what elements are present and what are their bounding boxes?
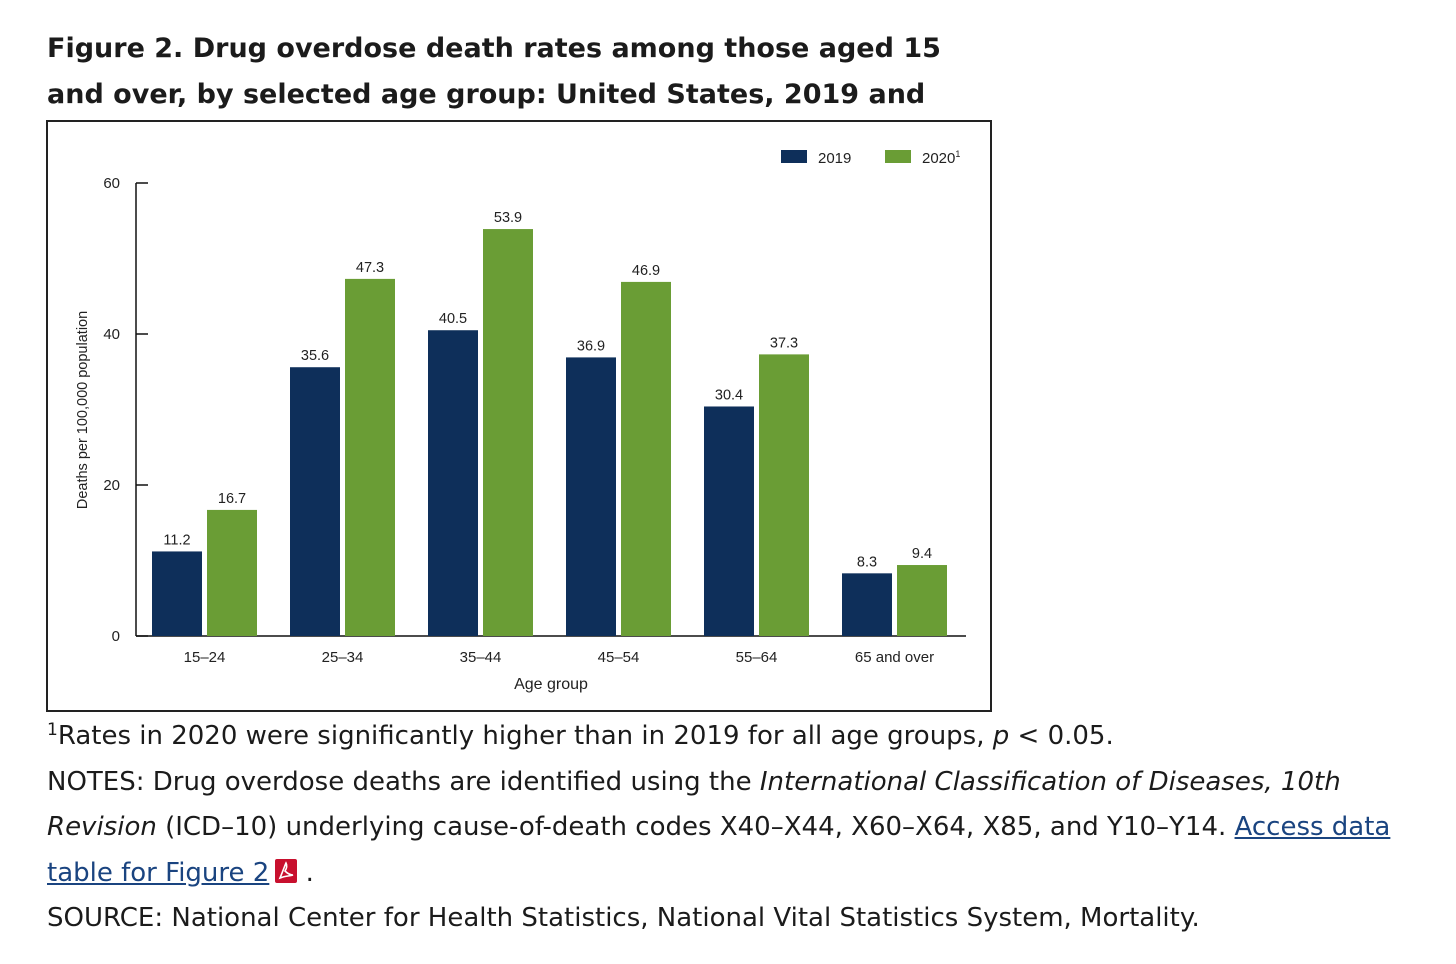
bar-2019-2 <box>428 330 478 636</box>
bar-2020-1 <box>345 278 395 636</box>
y-tick-label: 60 <box>103 175 120 192</box>
data-label: 16.7 <box>218 491 246 507</box>
source-line: SOURCE: National Center for Health Stati… <box>47 903 1200 933</box>
notes-classification: International Classification of Diseases… <box>47 766 1341 843</box>
data-label: 37.3 <box>770 335 798 351</box>
notes-paragraph: NOTES: Drug overdose deaths are identifi… <box>47 760 1417 897</box>
footnote-marker: 1 <box>47 720 58 740</box>
legend-swatch-2019 <box>781 150 807 163</box>
y-tick-label: 20 <box>103 477 120 494</box>
x-tick-label: 15–24 <box>184 649 226 666</box>
x-axis-title: Age group <box>514 676 588 693</box>
pdf-icon[interactable] <box>275 858 298 883</box>
y-axis-title: Deaths per 100,000 population <box>75 311 91 509</box>
x-tick-label: 65 and over <box>855 649 934 666</box>
bar-2019-0 <box>152 551 202 636</box>
bar-2020-4 <box>759 354 809 636</box>
y-tick-label: 40 <box>103 326 120 343</box>
bar-2020-5 <box>897 565 947 636</box>
bar-2019-5 <box>842 573 892 636</box>
footnote-text-end: < 0.05. <box>1009 721 1114 751</box>
y-tick-label: 0 <box>112 628 120 645</box>
bar-chart: 0 20 40 60 11.2 16.7 15–24 35.6 47.3 25–34 40.5 53.… <box>75 149 966 693</box>
bar-2019-1 <box>290 367 340 636</box>
data-label: 9.4 <box>912 546 932 562</box>
legend-label-2020: 20201 <box>922 149 960 167</box>
bar-2019-4 <box>704 406 754 636</box>
footnote-text: Rates in 2020 were significantly higher … <box>57 721 993 751</box>
legend-swatch-2020 <box>885 150 911 163</box>
data-label: 35.6 <box>301 348 329 364</box>
data-label: 40.5 <box>439 311 467 327</box>
footnote: 1Rates in 2020 were significantly higher… <box>47 714 1417 760</box>
data-label: 47.3 <box>356 260 384 276</box>
bar-2020-3 <box>621 281 671 636</box>
bar-2020-0 <box>207 509 257 636</box>
data-label: 46.9 <box>632 263 660 279</box>
p-symbol: p <box>992 721 1010 751</box>
notes-codes: (ICD–10) underlying cause-of-death codes… <box>156 812 1235 842</box>
data-table-link[interactable]: Access data table for Figure 2 <box>47 812 1391 888</box>
notes-prefix: NOTES: Drug overdose deaths are identifi… <box>47 766 760 797</box>
x-tick-label: 35–44 <box>460 649 502 666</box>
figure-title: Figure 2. Drug overdose death rates amon… <box>47 33 941 156</box>
x-tick-label: 25–34 <box>322 649 364 666</box>
figure-notes: 1Rates in 2020 were significantly higher… <box>47 714 1417 942</box>
data-label: 36.9 <box>577 338 605 354</box>
data-label: 11.2 <box>163 532 190 548</box>
data-label: 30.4 <box>715 387 743 403</box>
notes-suffix: . <box>297 857 314 888</box>
bar-2019-3 <box>566 357 616 636</box>
data-label: 53.9 <box>494 210 522 226</box>
legend-label-2019: 2019 <box>818 150 851 167</box>
bar-2020-2 <box>483 229 533 636</box>
x-tick-label: 45–54 <box>598 649 640 666</box>
x-tick-label: 55–64 <box>736 649 778 666</box>
data-label: 8.3 <box>857 554 877 570</box>
chart-frame: 0 20 40 60 11.2 16.7 15–24 35.6 47.3 25–34 40.5 53.… <box>46 120 992 712</box>
